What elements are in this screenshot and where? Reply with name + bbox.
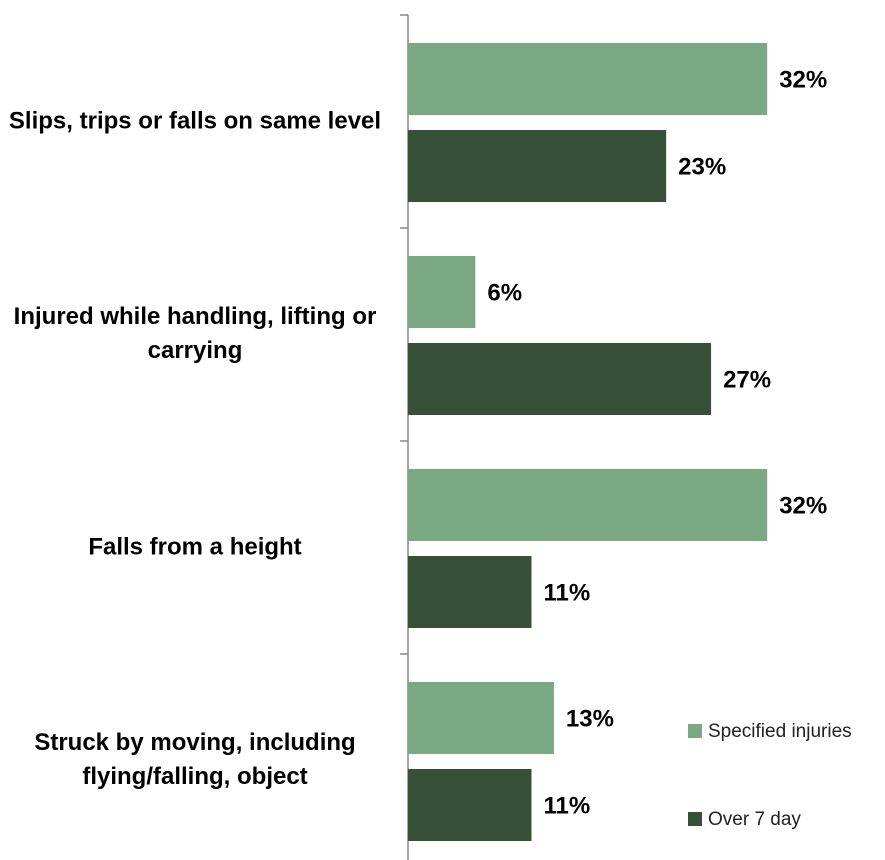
- category-label: Struck by moving, including flying/falli…: [34, 728, 356, 791]
- value-label: 32%: [779, 66, 827, 93]
- bar: [408, 769, 532, 841]
- value-label: 6%: [487, 279, 522, 306]
- bar: [408, 469, 768, 541]
- value-label: 13%: [566, 705, 614, 732]
- value-label: 32%: [779, 492, 827, 519]
- bar: [408, 343, 712, 415]
- legend-label: Specified injuries: [708, 721, 852, 742]
- category-label: Injured while handling, lifting or carry…: [13, 302, 377, 365]
- bar: [408, 43, 768, 115]
- value-label: 23%: [678, 153, 726, 180]
- legend-swatch: [688, 724, 702, 738]
- bar: [408, 556, 532, 628]
- bar: [408, 682, 554, 754]
- value-label: 11%: [543, 579, 590, 606]
- category-label: Slips, trips or falls on same level: [8, 107, 382, 135]
- bar: [408, 256, 476, 328]
- bar: [408, 130, 667, 202]
- value-label: 11%: [543, 792, 590, 819]
- value-label: 27%: [723, 366, 771, 393]
- legend-swatch: [688, 812, 702, 826]
- legend-label: Over 7 day: [708, 809, 801, 830]
- category-label: Falls from a height: [88, 533, 302, 561]
